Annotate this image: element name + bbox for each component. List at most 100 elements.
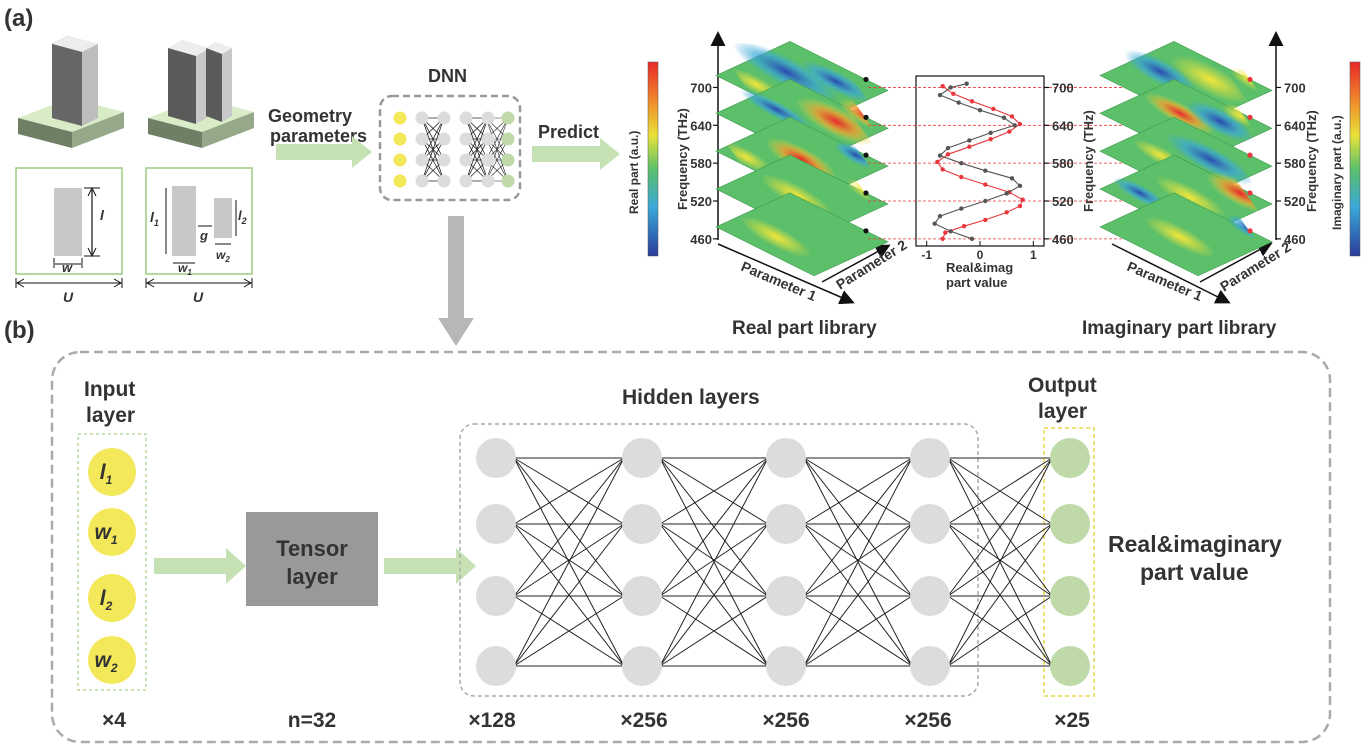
frequency-slice [715, 192, 889, 277]
series-point [943, 230, 948, 235]
network-edge [803, 523, 913, 597]
series-point [1004, 210, 1009, 215]
hidden-node [910, 504, 950, 544]
network-edge [659, 595, 769, 667]
panel-b-frame [50, 350, 1332, 744]
slice-pattern [1185, 100, 1255, 143]
input-node-label: l2 [100, 587, 113, 613]
slice-marker [863, 190, 869, 196]
network-edge [803, 457, 913, 597]
network-edge [803, 457, 913, 525]
network-edge [513, 523, 625, 597]
mini-edge [485, 117, 509, 161]
network-edge [513, 457, 625, 597]
middle-frequency-ticks: 700 640 580 520 460 [1044, 80, 1074, 247]
mini-node [415, 132, 429, 146]
network-edge [947, 457, 1053, 667]
slice-pattern [740, 216, 812, 258]
input-node-label: w2 [94, 649, 117, 675]
slice-marker [1247, 190, 1253, 196]
geometry-label-line1: Geometry [268, 106, 352, 126]
series-point [1020, 197, 1025, 202]
hidden-node [476, 504, 516, 544]
hidden-node [766, 438, 806, 478]
series-point [1009, 114, 1015, 119]
network-edge [947, 523, 1053, 597]
series-point [983, 198, 988, 204]
predict-label: Predict [538, 122, 599, 142]
layer-count-label: n=32 [288, 709, 336, 732]
mini-node [437, 153, 451, 167]
slice-marker [1247, 228, 1253, 234]
series-point [1017, 121, 1023, 127]
hidden-node [476, 438, 516, 478]
frequency-tick-label: 580 [690, 156, 712, 171]
input-title-line1: Input [84, 378, 135, 401]
slice-pattern [1144, 216, 1216, 258]
series-point [951, 91, 956, 96]
real-library-label: Real part library [732, 318, 877, 339]
dim-l-label: l [100, 207, 105, 223]
frequency-tick-label: 520 [1052, 194, 1074, 209]
dim-U-label-2: U [193, 289, 204, 305]
hidden-node [910, 576, 950, 616]
network-edge [659, 457, 769, 597]
series-point [967, 144, 972, 149]
mini-node [501, 153, 515, 167]
gray-down-arrow [438, 216, 474, 346]
hidden-node [766, 504, 806, 544]
hidden-node [910, 646, 950, 686]
mini-node [393, 153, 407, 167]
frequency-tick-label: 640 [690, 118, 712, 133]
unit-cell-2-3d [148, 40, 254, 148]
dnn-mini-network [393, 111, 515, 188]
hidden-node [622, 646, 662, 686]
series-point [1001, 115, 1007, 120]
center-x-tick-label: 1 [1030, 248, 1037, 262]
hidden-node [622, 576, 662, 616]
series-point [1012, 123, 1017, 128]
tensor-label-line1: Tensor [276, 536, 348, 561]
series-point [940, 84, 945, 89]
input-node-label: w1 [94, 521, 117, 547]
series-point [1017, 183, 1023, 189]
network-edge [513, 457, 625, 525]
network-edge [947, 457, 1053, 525]
layer-count-label: ×256 [762, 709, 809, 732]
imag-colorbar [1349, 61, 1361, 257]
slice-pattern [732, 40, 840, 103]
series-point [948, 229, 953, 234]
input-nodes: l1 w1 l2 w2 [88, 448, 136, 684]
output-node [1050, 438, 1090, 478]
network-edge [803, 457, 913, 667]
series-point [969, 236, 975, 242]
layer-count-label: ×128 [468, 709, 516, 732]
mini-node [481, 153, 495, 167]
slice-marker [1247, 76, 1253, 83]
layer-count-label: ×256 [904, 709, 951, 732]
series-point [983, 168, 988, 173]
series-point [959, 160, 964, 166]
input-title-line2: layer [86, 404, 135, 427]
mini-node [393, 111, 407, 125]
center-x-tick-label: -1 [921, 248, 932, 262]
mini-edge [421, 117, 445, 182]
series-point [991, 106, 996, 112]
series-point [937, 92, 943, 98]
network-edge [659, 457, 769, 667]
hidden-layers-box [459, 423, 979, 697]
series-line [936, 85, 1024, 240]
center-xlabel-line1: Real&imag [946, 260, 1013, 275]
output-node [1050, 576, 1090, 616]
network-edge [947, 523, 1053, 667]
hidden-node [476, 576, 516, 616]
mini-node [415, 174, 429, 188]
series-point [983, 182, 988, 187]
output-node [1050, 646, 1090, 686]
dnn-label: DNN [428, 66, 467, 86]
tensor-label-line2: layer [286, 564, 338, 589]
series-point [969, 99, 975, 104]
mini-edge [485, 117, 509, 182]
